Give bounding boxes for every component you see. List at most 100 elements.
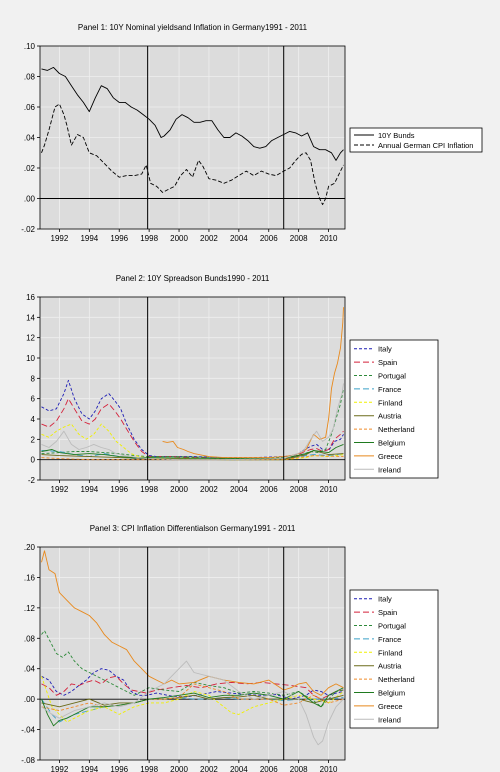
legend-label: Belgium xyxy=(378,439,405,448)
legend-label: Spain xyxy=(378,358,397,367)
x-tick-label: 2002 xyxy=(200,485,218,494)
legend-label: Belgium xyxy=(378,689,405,698)
panel-1: -.02 .00 .02 .04 .06 .08 .10 1992 1994 1996 1998 20… xyxy=(21,23,483,243)
y-tick-label: .04 xyxy=(24,134,36,143)
x-tick-label: 1994 xyxy=(80,485,98,494)
series-line-greece xyxy=(162,307,344,459)
y-tick-label: 0 xyxy=(31,456,36,465)
series-line-austria xyxy=(41,694,344,708)
y-tick-label: 16 xyxy=(26,293,35,302)
x-tick-label: 1994 xyxy=(80,765,98,772)
x-tick-label: 2010 xyxy=(320,485,338,494)
y-tick-label: 4 xyxy=(31,415,36,424)
plot-frame xyxy=(39,296,346,481)
legend-label: Austria xyxy=(378,412,402,421)
plot-area xyxy=(40,297,345,480)
x-tick-label: 2002 xyxy=(200,234,218,243)
series-line-portugal xyxy=(41,388,344,460)
x-tick-label: 2008 xyxy=(290,765,308,772)
x-tick-label: 2008 xyxy=(290,234,308,243)
x-tick-label: 1996 xyxy=(110,765,128,772)
legend-label: Greece xyxy=(378,702,403,711)
series-line-italy xyxy=(41,379,344,459)
panel-title: Panel 1: 10Y Nominal yieldsand Inflation… xyxy=(78,23,308,32)
y-tick-label: 2 xyxy=(31,435,36,444)
y-tick-label: -2 xyxy=(28,476,36,485)
y-tick-label: -.08 xyxy=(21,756,35,765)
legend-label: Greece xyxy=(378,452,403,461)
x-tick-label: 2006 xyxy=(260,485,278,494)
x-tick-label: 1996 xyxy=(110,485,128,494)
series-line-spain xyxy=(41,675,344,700)
panel-title: Panel 2: 10Y Spreadson Bunds1990 - 2011 xyxy=(116,274,270,283)
legend-label: Italy xyxy=(378,595,392,604)
y-tick-label: 12 xyxy=(26,334,35,343)
y-tick-label: .08 xyxy=(24,73,36,82)
series-line-ireland xyxy=(41,383,344,461)
y-tick-label: .12 xyxy=(24,604,36,613)
series-line-ireland xyxy=(41,660,344,746)
y-tick-label: .16 xyxy=(24,573,36,582)
legend-label: Ireland xyxy=(378,465,401,474)
legend-label: Annual German CPI Inflation xyxy=(378,141,473,150)
x-tick-label: 2000 xyxy=(170,234,188,243)
x-tick-label: 2000 xyxy=(170,765,188,772)
legend-label: Italy xyxy=(378,345,392,354)
series-line-10y-bunds xyxy=(41,66,344,161)
series-line-finland xyxy=(41,423,344,461)
x-tick-label: 2010 xyxy=(320,765,338,772)
series-line-netherland xyxy=(41,683,344,712)
y-tick-label: .06 xyxy=(24,103,36,112)
legend-label: 10Y Bunds xyxy=(378,131,415,140)
y-tick-label: -.04 xyxy=(21,726,35,735)
y-tick-label: 14 xyxy=(26,313,35,322)
legend-box xyxy=(349,339,439,479)
legend-label: Portugal xyxy=(378,622,406,631)
y-tick-label: 8 xyxy=(31,374,36,383)
y-tick-label: .00 xyxy=(24,695,36,704)
legend-label: Austria xyxy=(378,662,402,671)
x-tick-label: 2004 xyxy=(230,234,248,243)
x-tick-label: 2000 xyxy=(170,485,188,494)
y-tick-label: 10 xyxy=(26,354,35,363)
x-tick-label: 1994 xyxy=(80,234,98,243)
legend-box xyxy=(349,127,483,153)
x-tick-label: 2002 xyxy=(200,765,218,772)
x-tick-label: 1992 xyxy=(51,234,69,243)
series-line-finland xyxy=(41,676,344,723)
y-tick-label: .04 xyxy=(24,665,36,674)
x-tick-label: 1996 xyxy=(110,234,128,243)
series-line-belgium xyxy=(41,687,344,727)
legend-label: Portugal xyxy=(378,372,406,381)
x-tick-label: 2004 xyxy=(230,765,248,772)
series-line-france xyxy=(41,697,344,723)
panel-3: -.08 -.04 .00 .04 .08 .12 .16 .20 1992 1994 1996 19… xyxy=(21,524,439,772)
legend-label: Netherland xyxy=(378,425,415,434)
x-tick-label: 2004 xyxy=(230,485,248,494)
legend-label: Ireland xyxy=(378,715,401,724)
x-tick-label: 1992 xyxy=(51,485,69,494)
y-tick-label: .08 xyxy=(24,634,36,643)
y-tick-label: .10 xyxy=(24,42,36,51)
x-tick-label: 1992 xyxy=(51,765,69,772)
x-tick-label: 1998 xyxy=(140,485,158,494)
x-tick-label: 2010 xyxy=(320,234,338,243)
y-tick-label: 6 xyxy=(31,395,36,404)
y-tick-label: .00 xyxy=(24,195,36,204)
x-tick-label: 1998 xyxy=(140,765,158,772)
legend-label: Netherland xyxy=(378,675,415,684)
y-tick-label: .20 xyxy=(24,543,36,552)
plot-area xyxy=(40,547,345,760)
series-line-portugal xyxy=(41,630,344,708)
y-tick-label: .02 xyxy=(24,164,36,173)
legend-label: Finland xyxy=(378,398,403,407)
x-tick-label: 2006 xyxy=(260,234,278,243)
panel-title: Panel 3: CPI Inflation Differentialson G… xyxy=(90,524,296,533)
legend-label: Spain xyxy=(378,608,397,617)
legend-label: Finland xyxy=(378,648,403,657)
legend-label: France xyxy=(378,385,401,394)
y-tick-label: -.02 xyxy=(21,225,35,234)
x-tick-label: 2008 xyxy=(290,485,308,494)
series-line-netherland xyxy=(41,455,344,461)
